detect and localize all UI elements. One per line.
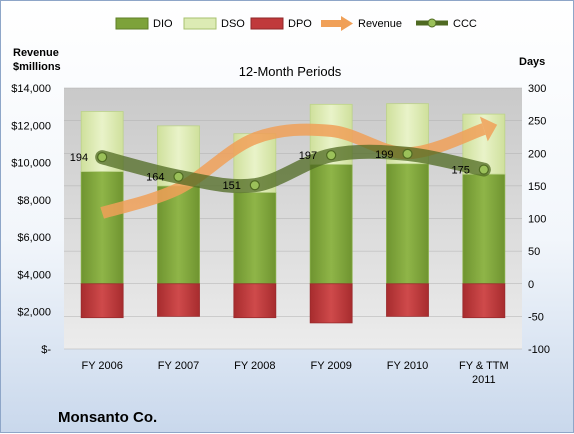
legend-label-dso: DSO — [221, 18, 245, 30]
ccc-data-label: 151 — [222, 180, 240, 192]
right-tick-label: -50 — [528, 311, 544, 323]
legend-swatch-dpo — [250, 17, 284, 30]
bar-dpo — [233, 283, 277, 319]
category-label: FY & TTM — [459, 360, 509, 372]
legend-label-ccc: CCC — [453, 18, 477, 30]
left-tick-label: $14,000 — [11, 83, 51, 95]
left-tick-label: $- — [41, 344, 51, 356]
legend-swatch-revenue-head — [341, 16, 353, 31]
ccc-marker — [326, 150, 337, 161]
right-axis-label: Days — [519, 56, 545, 68]
ccc-marker — [249, 180, 260, 191]
left-tick-label: $4,000 — [17, 269, 51, 281]
bar-dio — [80, 171, 124, 285]
legend-label-dpo: DPO — [288, 18, 312, 30]
left-axis-label-line1: Revenue — [13, 47, 59, 59]
right-tick-label: 300 — [528, 83, 546, 95]
ccc-marker — [173, 171, 184, 182]
legend-swatch-dio — [115, 17, 149, 30]
ccc-data-label: 175 — [451, 165, 469, 177]
revenue-arrowhead — [479, 116, 498, 142]
ccc-marker — [97, 152, 108, 163]
gridlines — [64, 87, 522, 350]
company-name: Monsanto Co. — [58, 409, 157, 426]
ccc-data-label: 199 — [375, 149, 393, 161]
category-label: FY 2007 — [158, 360, 199, 372]
bar-dpo — [80, 283, 124, 319]
ccc-data-label: 194 — [70, 152, 88, 164]
category-label: FY 2008 — [234, 360, 275, 372]
left-axis-ticks: $14,000 $12,000 $10,000 $8,000 $6,000 $4,000 $… — [11, 83, 51, 356]
bars — [80, 103, 506, 324]
category-label: FY 2010 — [387, 360, 428, 372]
legend-label-dio: DIO — [153, 18, 173, 30]
legend: DIO DSO DPO Revenue CCC — [115, 16, 477, 31]
ccc-data-label: 164 — [146, 172, 164, 184]
left-tick-label: $6,000 — [17, 232, 51, 244]
category-label-line2: 2011 — [472, 374, 496, 386]
left-tick-label: $10,000 — [11, 158, 51, 170]
ccc-marker — [402, 148, 413, 160]
bar-dio — [309, 163, 353, 285]
legend-swatch-ccc-marker — [427, 18, 437, 28]
bar-dpo — [309, 283, 353, 324]
category-label: FY 2006 — [81, 360, 122, 372]
category-labels: FY 2006 FY 2007 FY 2008 FY 2009 FY 2010 FY & … — [81, 360, 508, 386]
category-label: FY 2009 — [310, 360, 351, 372]
right-tick-label: 50 — [528, 246, 540, 258]
right-tick-label: 0 — [528, 279, 534, 291]
chart-title: 12-Month Periods — [239, 64, 342, 79]
ccc-data-labels: 194 164 151 197 199 175 — [70, 149, 470, 192]
left-axis-label-line2: $millions — [13, 61, 61, 73]
left-tick-label: $12,000 — [11, 120, 51, 132]
right-tick-label: 150 — [528, 181, 546, 193]
right-tick-label: 200 — [528, 148, 546, 160]
left-tick-label: $8,000 — [17, 195, 51, 207]
legend-swatch-dso — [183, 17, 217, 30]
legend-swatch-revenue — [321, 20, 341, 27]
ccc-line — [95, 144, 491, 194]
bar-dpo — [462, 283, 506, 319]
legend-label-revenue: Revenue — [358, 18, 402, 30]
bar-dio — [386, 163, 429, 285]
ccc-data-label: 197 — [299, 150, 317, 162]
ccc-marker — [478, 164, 489, 175]
ccc-series — [95, 144, 491, 194]
right-tick-label: -100 — [528, 344, 550, 356]
left-tick-label: $2,000 — [17, 307, 51, 319]
right-axis-ticks: 300 250 200 150 100 50 0 -50 -100 — [528, 83, 550, 356]
bar-dio — [233, 191, 277, 285]
bar-dio — [462, 173, 506, 285]
bar-dpo — [386, 283, 429, 317]
right-tick-label: 250 — [528, 116, 546, 128]
bar-dpo — [157, 283, 200, 317]
right-tick-label: 100 — [528, 214, 546, 226]
